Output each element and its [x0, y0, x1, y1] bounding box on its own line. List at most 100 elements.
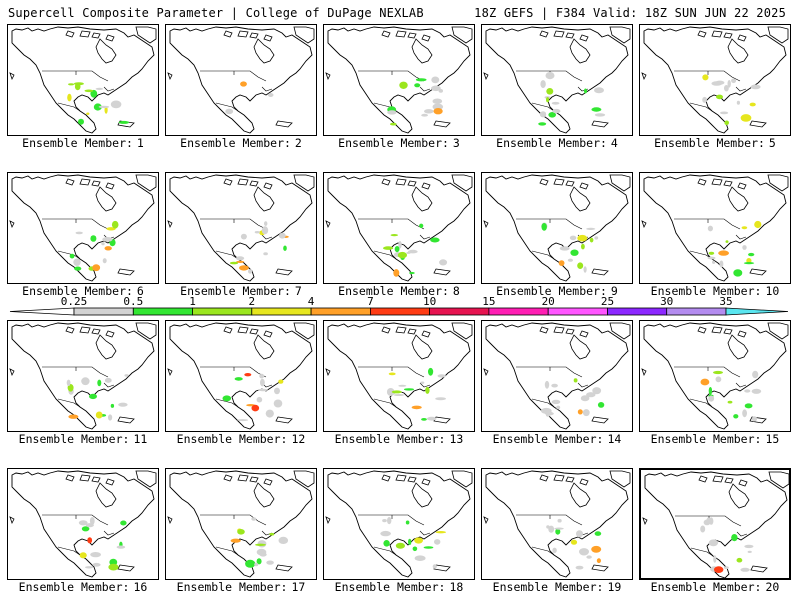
scp-contour	[700, 378, 710, 386]
landmass-outline	[697, 326, 707, 334]
coastline	[643, 174, 787, 282]
member-label-6: Ensemble Member: 6	[3, 284, 163, 298]
map-panel-member-2[interactable]	[165, 24, 317, 136]
member-label-13: Ensemble Member: 13	[319, 432, 479, 446]
map-panel-member-3[interactable]	[323, 24, 475, 136]
landmass-outline	[135, 470, 157, 488]
map-panel-member-9[interactable]	[481, 172, 633, 284]
scp-contour	[260, 378, 265, 387]
scp-contour	[390, 122, 397, 126]
scp-contour	[274, 387, 280, 395]
landmass-outline	[253, 38, 275, 64]
colorbar-segment	[547, 307, 608, 316]
landmass-outline	[723, 328, 733, 335]
landmass-outline	[407, 328, 417, 335]
landmass-outline	[263, 182, 273, 190]
member-prefix: Ensemble Member:	[492, 432, 604, 446]
scp-contour	[727, 80, 731, 88]
landmass-outline	[167, 516, 173, 525]
scp-contour	[712, 260, 716, 264]
landmass-outline	[65, 178, 75, 186]
map-panel-member-18[interactable]	[323, 468, 475, 580]
landmass-outline	[407, 180, 417, 187]
landmass-outline	[135, 26, 157, 44]
landmass-outline	[253, 482, 275, 508]
scp-contour	[713, 370, 723, 375]
scp-contour	[736, 557, 743, 563]
scp-contour	[118, 402, 128, 407]
member-number: 8	[452, 284, 460, 298]
political-border	[419, 382, 431, 388]
map-panel-member-13[interactable]	[323, 320, 475, 432]
landmass-outline	[105, 478, 115, 486]
coastline	[327, 174, 471, 282]
landmass-outline	[275, 416, 293, 424]
scp-contour	[97, 379, 102, 387]
landmass-outline	[539, 474, 549, 482]
map-svg	[325, 26, 473, 134]
map-panel-member-7[interactable]	[165, 172, 317, 284]
scp-contour	[244, 373, 252, 377]
scp-contour	[391, 390, 402, 394]
coastline	[169, 174, 313, 282]
scp-contour	[700, 525, 706, 533]
scp-contour	[581, 243, 585, 250]
map-panel-member-6[interactable]	[7, 172, 159, 284]
scp-contour	[102, 258, 107, 264]
landmass-outline	[293, 470, 315, 488]
scp-contour	[544, 380, 550, 389]
map-panel-member-16[interactable]	[7, 468, 159, 580]
map-panel-member-14[interactable]	[481, 320, 633, 432]
member-label-10: Ensemble Member: 10	[635, 284, 795, 298]
scp-contour	[383, 540, 390, 547]
scp-contour	[104, 246, 112, 251]
landmass-outline	[79, 178, 91, 186]
map-panel-member-4[interactable]	[481, 24, 633, 136]
scp-contour	[101, 242, 105, 246]
scp-contour	[731, 534, 738, 542]
member-number: 12	[291, 432, 306, 446]
colorbar-segment	[429, 307, 490, 316]
scp-contour	[421, 113, 428, 117]
landmass-outline	[237, 326, 249, 334]
map-panel-member-1[interactable]	[7, 24, 159, 136]
scp-contour	[567, 258, 573, 262]
coastline	[485, 26, 629, 134]
scp-contour	[95, 87, 104, 90]
political-border	[736, 531, 748, 537]
member-number: 11	[133, 432, 148, 446]
scp-contour	[419, 223, 424, 228]
landmass-outline	[749, 268, 767, 276]
member-label-15: Ensemble Member: 15	[635, 432, 795, 446]
scp-contour	[545, 411, 554, 416]
member-prefix: Ensemble Member:	[176, 580, 288, 594]
landmass-outline	[293, 174, 315, 192]
colorbar-low-arrow	[9, 307, 75, 316]
landmass-outline	[263, 478, 273, 486]
scp-contour	[74, 266, 82, 271]
coastline	[327, 26, 471, 134]
coastline	[485, 470, 629, 578]
map-panel-member-15[interactable]	[639, 320, 791, 432]
header: Supercell Composite Parameter | College …	[0, 0, 800, 22]
map-panel-member-5[interactable]	[639, 24, 791, 136]
coastline	[169, 322, 313, 430]
political-border	[103, 530, 115, 536]
scp-contour	[68, 83, 75, 86]
political-border	[690, 547, 714, 557]
map-svg	[167, 26, 315, 134]
member-number: 17	[291, 580, 306, 594]
map-panel-member-19[interactable]	[481, 468, 633, 580]
map-panel-member-17[interactable]	[165, 468, 317, 580]
scp-contour	[718, 250, 729, 256]
map-panel-member-20[interactable]	[639, 468, 791, 580]
political-border	[419, 530, 431, 536]
landmass-outline	[249, 476, 259, 483]
map-panel-member-10[interactable]	[639, 172, 791, 284]
map-panel-member-8[interactable]	[323, 172, 475, 284]
scp-contour	[264, 221, 268, 226]
map-panel-member-12[interactable]	[165, 320, 317, 432]
map-panel-member-11[interactable]	[7, 320, 159, 432]
scp-contour	[576, 530, 583, 538]
landmass-outline	[91, 180, 101, 187]
